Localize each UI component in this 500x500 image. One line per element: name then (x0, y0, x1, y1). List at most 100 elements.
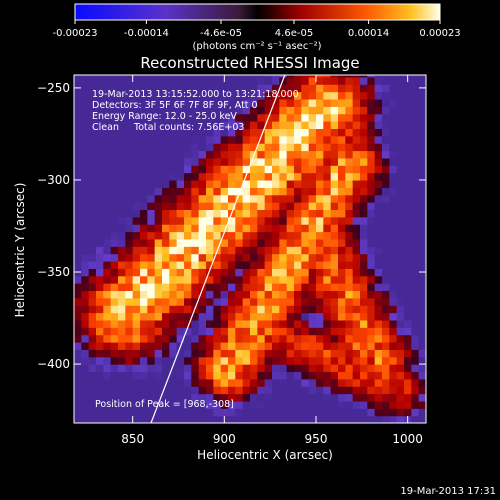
heatmap-cell (286, 98, 295, 107)
heatmap-cell (206, 231, 214, 240)
heatmap-cell (308, 76, 317, 85)
heatmap-cell (154, 113, 163, 122)
heatmap-cell (389, 378, 398, 387)
heatmap-cell (411, 327, 420, 336)
heatmap-cell (360, 194, 368, 203)
heatmap-cell (316, 113, 324, 122)
heatmap-cell (176, 260, 185, 269)
heatmap-cell (110, 157, 119, 166)
heatmap-cell (382, 260, 390, 269)
heatmap-cell (74, 334, 82, 343)
heatmap-cell (345, 179, 354, 188)
heatmap-cell (374, 371, 383, 380)
heatmap-cell (220, 231, 229, 240)
heatmap-cell (264, 319, 273, 328)
heatmap-cell (264, 128, 273, 137)
heatmap-cell (162, 400, 170, 409)
heatmap-cell (316, 106, 324, 115)
heatmap-cell (184, 246, 192, 255)
heatmap-cell (110, 165, 119, 174)
heatmap-cell (235, 172, 244, 181)
heatmap-cell (147, 172, 156, 181)
heatmap-cell (103, 135, 112, 144)
heatmap-cell (140, 364, 148, 373)
heatmap-cell (389, 135, 398, 144)
heatmap-cell (374, 209, 383, 218)
heatmap-cell (213, 327, 222, 336)
heatmap-cell (191, 408, 200, 417)
heatmap-cell (316, 238, 324, 247)
heatmap-cell (213, 75, 222, 78)
heatmap-cell (206, 283, 214, 292)
heatmap-cell (286, 172, 295, 181)
heatmap-cell (184, 216, 192, 225)
x-tick-label: 900 (213, 432, 236, 446)
heatmap-cell (110, 253, 119, 262)
heatmap-cell (132, 327, 141, 336)
heatmap-cell (257, 121, 266, 129)
heatmap-cell (382, 341, 390, 350)
heatmap-cell (352, 172, 361, 181)
heatmap-cell (382, 371, 390, 380)
heatmap-cell (345, 246, 354, 255)
heatmap-cell (250, 209, 258, 218)
heatmap-cell (330, 290, 339, 299)
heatmap-cell (132, 76, 141, 85)
heatmap-cell (352, 231, 361, 240)
heatmap-cell (345, 334, 354, 343)
heatmap-cell (360, 327, 368, 336)
heatmap-cell (198, 364, 207, 373)
heatmap-cell (169, 378, 178, 387)
heatmap-cell (418, 143, 426, 152)
heatmap-cell (257, 143, 266, 152)
heatmap-cell (176, 415, 185, 423)
heatmap-cell (169, 128, 178, 137)
heatmap-cell (316, 179, 324, 188)
heatmap-cell (404, 84, 412, 93)
heatmap-cell (411, 393, 420, 402)
heatmap-cell (360, 135, 368, 144)
heatmap-cell (294, 216, 302, 225)
heatmap-cell (286, 364, 295, 373)
heatmap-cell (418, 187, 426, 196)
heatmap-cell (338, 150, 346, 159)
heatmap-cell (367, 91, 376, 100)
heatmap-cell (367, 260, 376, 269)
heatmap-cell (308, 260, 317, 269)
heatmap-cell (242, 275, 251, 284)
heatmap-cell (235, 165, 244, 174)
heatmap-cell (411, 334, 420, 343)
heatmap-cell (404, 275, 412, 284)
heatmap-cell (162, 408, 170, 417)
heatmap-cell (338, 378, 346, 387)
heatmap-cell (118, 91, 126, 100)
heatmap-cell (389, 283, 398, 292)
heatmap-cell (220, 98, 229, 107)
heatmap-cell (411, 319, 420, 328)
heatmap-cell (132, 135, 141, 144)
heatmap-cell (147, 319, 156, 328)
heatmap-cell (74, 305, 82, 314)
heatmap-cell (286, 246, 295, 255)
heatmap-cell (316, 400, 324, 409)
heatmap-cell (360, 364, 368, 373)
heatmap-cell (360, 290, 368, 299)
heatmap-cell (323, 157, 332, 166)
heatmap-cell (132, 275, 141, 284)
heatmap-cell (272, 179, 280, 188)
heatmap-cell (345, 356, 354, 365)
heatmap-cell (176, 224, 185, 233)
heatmap-cell (272, 150, 280, 159)
heatmap-cell (103, 400, 112, 409)
heatmap-cell (169, 246, 178, 255)
heatmap-cell (125, 371, 134, 380)
heatmap-cell (404, 246, 412, 255)
heatmap-cell (360, 172, 368, 181)
heatmap-cell (154, 378, 163, 387)
heatmap-cell (374, 165, 383, 174)
heatmap-cell (132, 393, 141, 402)
heatmap-cell (206, 113, 214, 122)
heatmap-cell (132, 98, 141, 107)
heatmap-cell (308, 209, 317, 218)
heatmap-cell (103, 327, 112, 336)
